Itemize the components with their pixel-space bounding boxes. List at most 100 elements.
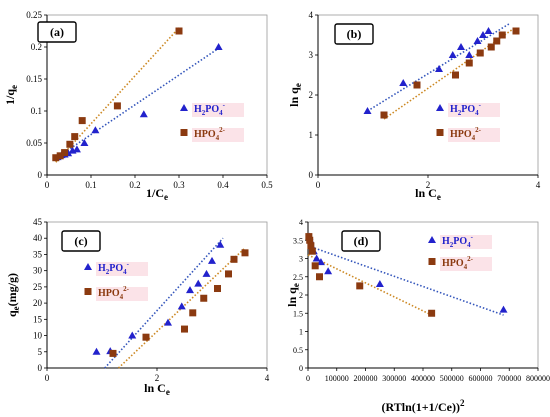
y-tick-label: 3	[309, 50, 314, 60]
y-tick-label: 1.5	[293, 309, 303, 318]
x-tick-label: 300000	[382, 374, 406, 383]
data-point-square	[109, 349, 117, 357]
data-point-triangle	[128, 331, 137, 339]
data-point-triangle	[216, 240, 225, 248]
data-point-triangle	[499, 305, 508, 313]
data-point-triangle	[312, 254, 321, 262]
y-axis-title: ln qe	[287, 83, 303, 107]
data-point-triangle	[473, 37, 482, 44]
x-axis-title: (RTln(1+1/Ce))2	[382, 398, 465, 414]
y-tick-label: 0.25	[26, 10, 42, 20]
data-point-square	[311, 262, 319, 270]
data-point-square	[61, 149, 69, 157]
data-point-square	[316, 273, 323, 281]
data-point-square	[493, 37, 501, 45]
x-tick-label: 700000	[497, 374, 521, 383]
data-point-triangle	[435, 65, 443, 72]
panel-label: (c)	[74, 234, 87, 248]
x-tick-label: 0.4	[217, 180, 229, 190]
trendline	[104, 237, 224, 369]
data-point-square	[214, 285, 221, 293]
x-tick-label: 600000	[469, 374, 493, 383]
data-point-square	[113, 102, 121, 110]
y-tick-label: 35	[33, 249, 43, 259]
data-point-square	[78, 117, 86, 125]
y-tick-label: 4	[309, 10, 314, 20]
legend-label: HPO42-	[450, 126, 482, 142]
data-point-square	[189, 309, 197, 317]
trendline	[55, 47, 220, 160]
y-tick-label: 15	[33, 314, 43, 324]
y-tick-label: 0.2	[31, 42, 42, 52]
y-tick-label: 0	[38, 170, 43, 180]
data-point-square	[52, 154, 60, 162]
trendline	[307, 244, 504, 316]
data-point-square	[181, 325, 188, 333]
legend-marker-square	[180, 129, 188, 136]
x-tick-label: 0.2	[129, 180, 140, 190]
data-point-triangle	[72, 145, 81, 153]
panel-a: 0 0.1 0.2 0.3 0.4 0.5 0 0.05 0.1 0.15 0.2 0.25 (a) H2…	[3, 10, 273, 202]
data-point-triangle	[202, 269, 211, 277]
x-tick-label: 2	[155, 373, 160, 383]
data-point-triangle	[448, 51, 457, 58]
y-tick-label: 0	[309, 170, 314, 180]
legend-marker-square	[428, 258, 436, 265]
x-tick-label: 4	[536, 180, 541, 190]
legend-highlight	[440, 257, 492, 271]
panel-b: 0 2 4 0 1 2 3 4 (b) H2PO4- HPO42- ln Ce ln qe	[287, 10, 541, 202]
data-point-square	[71, 133, 79, 141]
legend-label: HPO42-	[442, 255, 474, 271]
legend-label: HPO42-	[194, 126, 226, 142]
x-tick-label: 0	[316, 180, 321, 190]
x-axis-title: 1/Ce	[146, 186, 168, 202]
data-point-square	[56, 152, 64, 160]
y-tick-label: 0.5	[293, 346, 303, 355]
panel-label: (b)	[347, 27, 362, 41]
x-axis-title: ln Ce	[415, 186, 441, 202]
data-point-square	[452, 71, 459, 79]
y-axis-title: ln qe	[285, 283, 301, 307]
legend-label: H2PO4-	[98, 260, 130, 276]
legend-marker-triangle	[180, 104, 188, 111]
x-tick-label: 0.3	[173, 180, 185, 190]
y-tick-label: 0	[38, 363, 43, 373]
panel-label-box	[341, 230, 381, 252]
trendline	[117, 247, 246, 369]
x-tick-label: 0.5	[261, 180, 273, 190]
y-tick-label: 25	[33, 282, 43, 292]
data-point-triangle	[139, 110, 148, 118]
data-point-square	[200, 294, 208, 302]
legend-highlight	[192, 128, 244, 142]
y-tick-label: 4	[299, 218, 303, 227]
data-point-square	[142, 333, 150, 341]
data-point-triangle	[316, 258, 325, 266]
data-point-square	[476, 49, 484, 57]
legend-marker-square	[436, 129, 444, 136]
legend-marker-triangle	[84, 263, 92, 270]
y-tick-label: 1	[309, 130, 314, 140]
trendline	[55, 27, 180, 163]
data-point-triangle	[363, 107, 372, 114]
x-axis-title: ln Ce	[144, 381, 170, 397]
legend-marker-square	[84, 288, 92, 295]
data-point-square	[498, 31, 506, 39]
x-tick-label: 800000	[526, 374, 550, 383]
data-point-triangle	[91, 126, 100, 134]
data-point-triangle	[194, 279, 203, 287]
panel-label-box	[37, 21, 77, 43]
data-point-triangle	[484, 27, 493, 34]
legend-highlight	[96, 287, 148, 301]
data-point-square	[66, 140, 74, 148]
data-point-square	[230, 255, 238, 263]
data-point-triangle	[457, 43, 465, 50]
data-point-triangle	[324, 267, 333, 275]
y-tick-label: 5	[38, 347, 43, 357]
data-point-triangle	[214, 43, 223, 50]
y-tick-label: 2	[309, 90, 314, 100]
legend-highlight	[192, 103, 244, 117]
x-tick-label: 2	[426, 180, 431, 190]
x-tick-label: 500000	[440, 374, 464, 383]
